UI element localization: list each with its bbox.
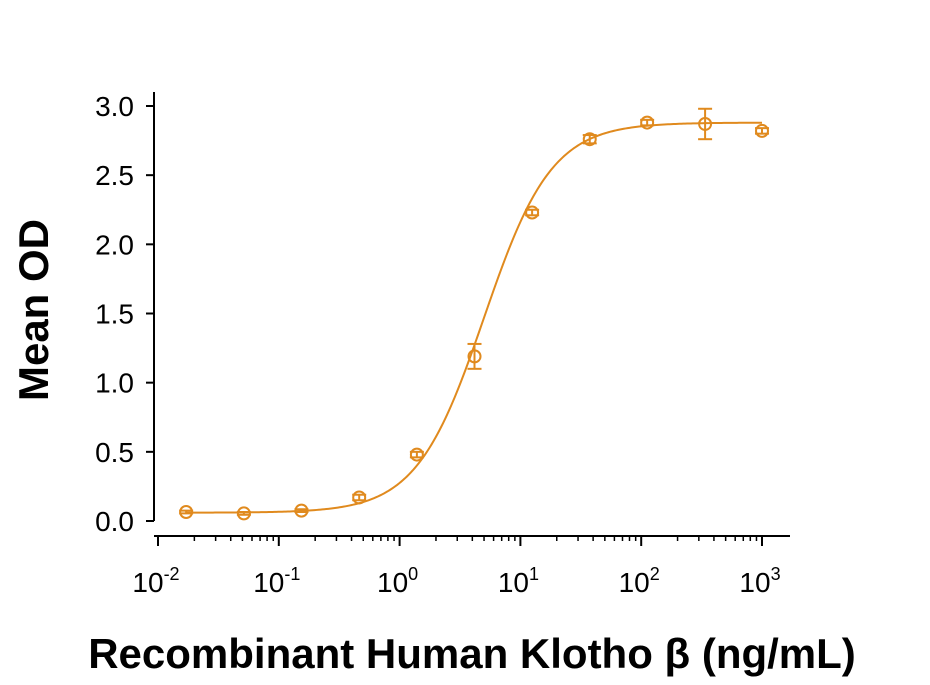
x-tick-label: 103 bbox=[739, 564, 780, 598]
point-marker bbox=[525, 205, 540, 220]
point-marker bbox=[294, 503, 309, 518]
y-tick-label: 2.5 bbox=[95, 160, 134, 191]
data-point bbox=[698, 107, 713, 141]
data-point bbox=[755, 123, 769, 138]
y-tick-label: 0.5 bbox=[95, 437, 134, 468]
y-tick-label: 1.5 bbox=[95, 299, 134, 330]
point-marker bbox=[698, 116, 713, 131]
data-point bbox=[409, 447, 424, 462]
data-point bbox=[582, 132, 597, 147]
axes: 0.0 0.5 1.0 1.5 2.0 2.5 3.0 10-2 10-1 100 101 102 10… bbox=[95, 91, 790, 598]
x-tick-label: 102 bbox=[619, 564, 660, 598]
x-tick-label: 10-2 bbox=[132, 564, 179, 598]
data-point bbox=[179, 505, 194, 520]
y-tick-label: 0.0 bbox=[95, 506, 134, 537]
y-tick-label: 3.0 bbox=[95, 91, 134, 122]
x-axis-title: Recombinant Human Klotho β (ng/mL) bbox=[88, 630, 856, 677]
data-point bbox=[467, 342, 482, 370]
point-marker bbox=[179, 505, 194, 520]
point-marker bbox=[582, 132, 597, 147]
fit-curve-layer bbox=[186, 121, 762, 514]
point-marker bbox=[755, 123, 769, 138]
data-points-layer bbox=[179, 107, 769, 521]
data-point bbox=[352, 490, 367, 505]
data-point bbox=[294, 503, 309, 518]
data-point bbox=[236, 506, 251, 521]
data-point bbox=[640, 115, 655, 130]
point-marker bbox=[409, 447, 424, 462]
y-tick-label: 2.0 bbox=[95, 229, 134, 260]
point-marker bbox=[352, 490, 367, 505]
fit-curve bbox=[186, 121, 762, 514]
x-tick-label: 101 bbox=[498, 564, 539, 598]
y-axis-title: Mean OD bbox=[10, 219, 57, 401]
point-marker bbox=[467, 349, 482, 364]
data-point bbox=[525, 205, 540, 220]
x-tick-label: 10-1 bbox=[253, 564, 300, 598]
x-tick-label: 100 bbox=[377, 564, 418, 598]
point-marker bbox=[640, 115, 655, 130]
y-tick-label: 1.0 bbox=[95, 368, 134, 399]
point-marker bbox=[236, 506, 251, 521]
